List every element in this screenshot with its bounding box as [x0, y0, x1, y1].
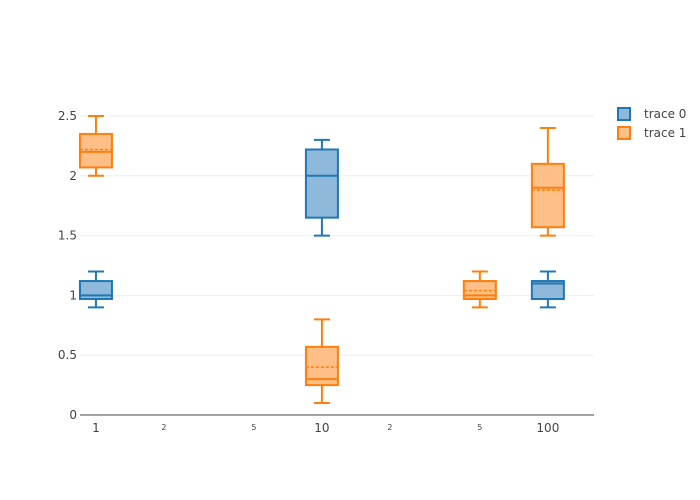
legend-swatch	[617, 126, 631, 140]
x-tick-label: 1	[92, 421, 100, 435]
x-tick-label: 10	[314, 421, 329, 435]
box-body	[304, 148, 339, 219]
axes: 0 0.5 1 1.5 2 2.5 1 10 100 2 5 2 5	[58, 109, 594, 435]
y-tick-label: 2	[69, 169, 77, 183]
y-tick-label: 0	[69, 408, 77, 422]
legend-item-trace-1[interactable]: trace 1	[617, 126, 686, 140]
box-trace-0-1	[78, 270, 113, 309]
box-trace-1-1	[78, 115, 113, 177]
x-tick-label: 100	[536, 421, 559, 435]
boxes	[78, 115, 565, 405]
box-trace-0-100	[530, 270, 565, 309]
box-trace-1-100	[530, 126, 565, 237]
x-minor-tick-label: 2	[161, 423, 166, 432]
y-tick-label: 0.5	[58, 348, 77, 362]
x-minor-tick-label: 2	[387, 423, 392, 432]
box-trace-1-50	[462, 270, 497, 309]
legend-label: trace 1	[644, 126, 686, 140]
y-tick-label: 2.5	[58, 109, 77, 123]
y-tick-label: 1	[69, 288, 77, 302]
box-trace-1-10	[304, 318, 339, 405]
box-trace-0-10	[304, 138, 339, 237]
box-body	[78, 132, 113, 169]
box-body	[530, 162, 565, 229]
x-minor-tick-label: 5	[251, 423, 256, 432]
legend-swatch	[617, 107, 631, 121]
legend-label: trace 0	[644, 107, 686, 121]
legend[interactable]: trace 0 trace 1	[617, 107, 686, 140]
legend-item-trace-0[interactable]: trace 0	[617, 107, 686, 121]
grid-lines	[80, 115, 594, 356]
x-minor-tick-label: 5	[477, 423, 482, 432]
y-tick-label: 1.5	[58, 229, 77, 243]
